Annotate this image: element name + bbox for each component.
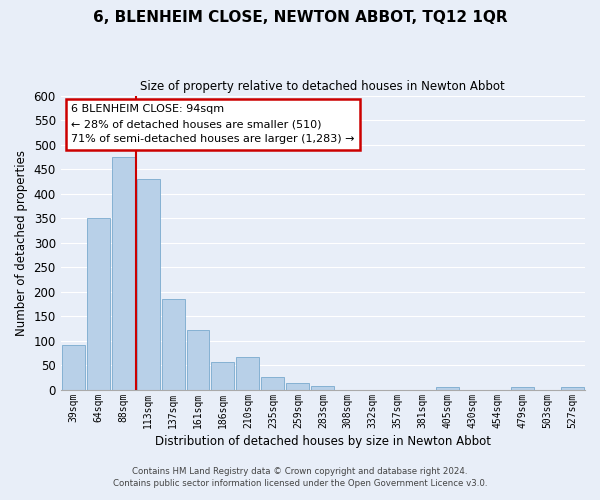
Bar bbox=[211, 362, 235, 390]
Bar bbox=[262, 378, 284, 390]
Bar bbox=[137, 179, 160, 390]
Bar bbox=[161, 299, 185, 390]
Bar bbox=[436, 387, 459, 390]
X-axis label: Distribution of detached houses by size in Newton Abbot: Distribution of detached houses by size … bbox=[155, 434, 491, 448]
Bar bbox=[86, 218, 110, 390]
Bar bbox=[511, 387, 534, 390]
Text: Contains HM Land Registry data © Crown copyright and database right 2024.: Contains HM Land Registry data © Crown c… bbox=[132, 467, 468, 476]
Bar bbox=[112, 157, 134, 390]
Bar bbox=[62, 346, 85, 390]
Bar bbox=[236, 356, 259, 390]
Text: Contains public sector information licensed under the Open Government Licence v3: Contains public sector information licen… bbox=[113, 478, 487, 488]
Bar bbox=[286, 383, 310, 390]
Text: 6 BLENHEIM CLOSE: 94sqm
← 28% of detached houses are smaller (510)
71% of semi-d: 6 BLENHEIM CLOSE: 94sqm ← 28% of detache… bbox=[71, 104, 355, 144]
Y-axis label: Number of detached properties: Number of detached properties bbox=[15, 150, 28, 336]
Bar bbox=[561, 387, 584, 390]
Bar bbox=[187, 330, 209, 390]
Bar bbox=[311, 386, 334, 390]
Title: Size of property relative to detached houses in Newton Abbot: Size of property relative to detached ho… bbox=[140, 80, 505, 93]
Text: 6, BLENHEIM CLOSE, NEWTON ABBOT, TQ12 1QR: 6, BLENHEIM CLOSE, NEWTON ABBOT, TQ12 1Q… bbox=[92, 10, 508, 25]
